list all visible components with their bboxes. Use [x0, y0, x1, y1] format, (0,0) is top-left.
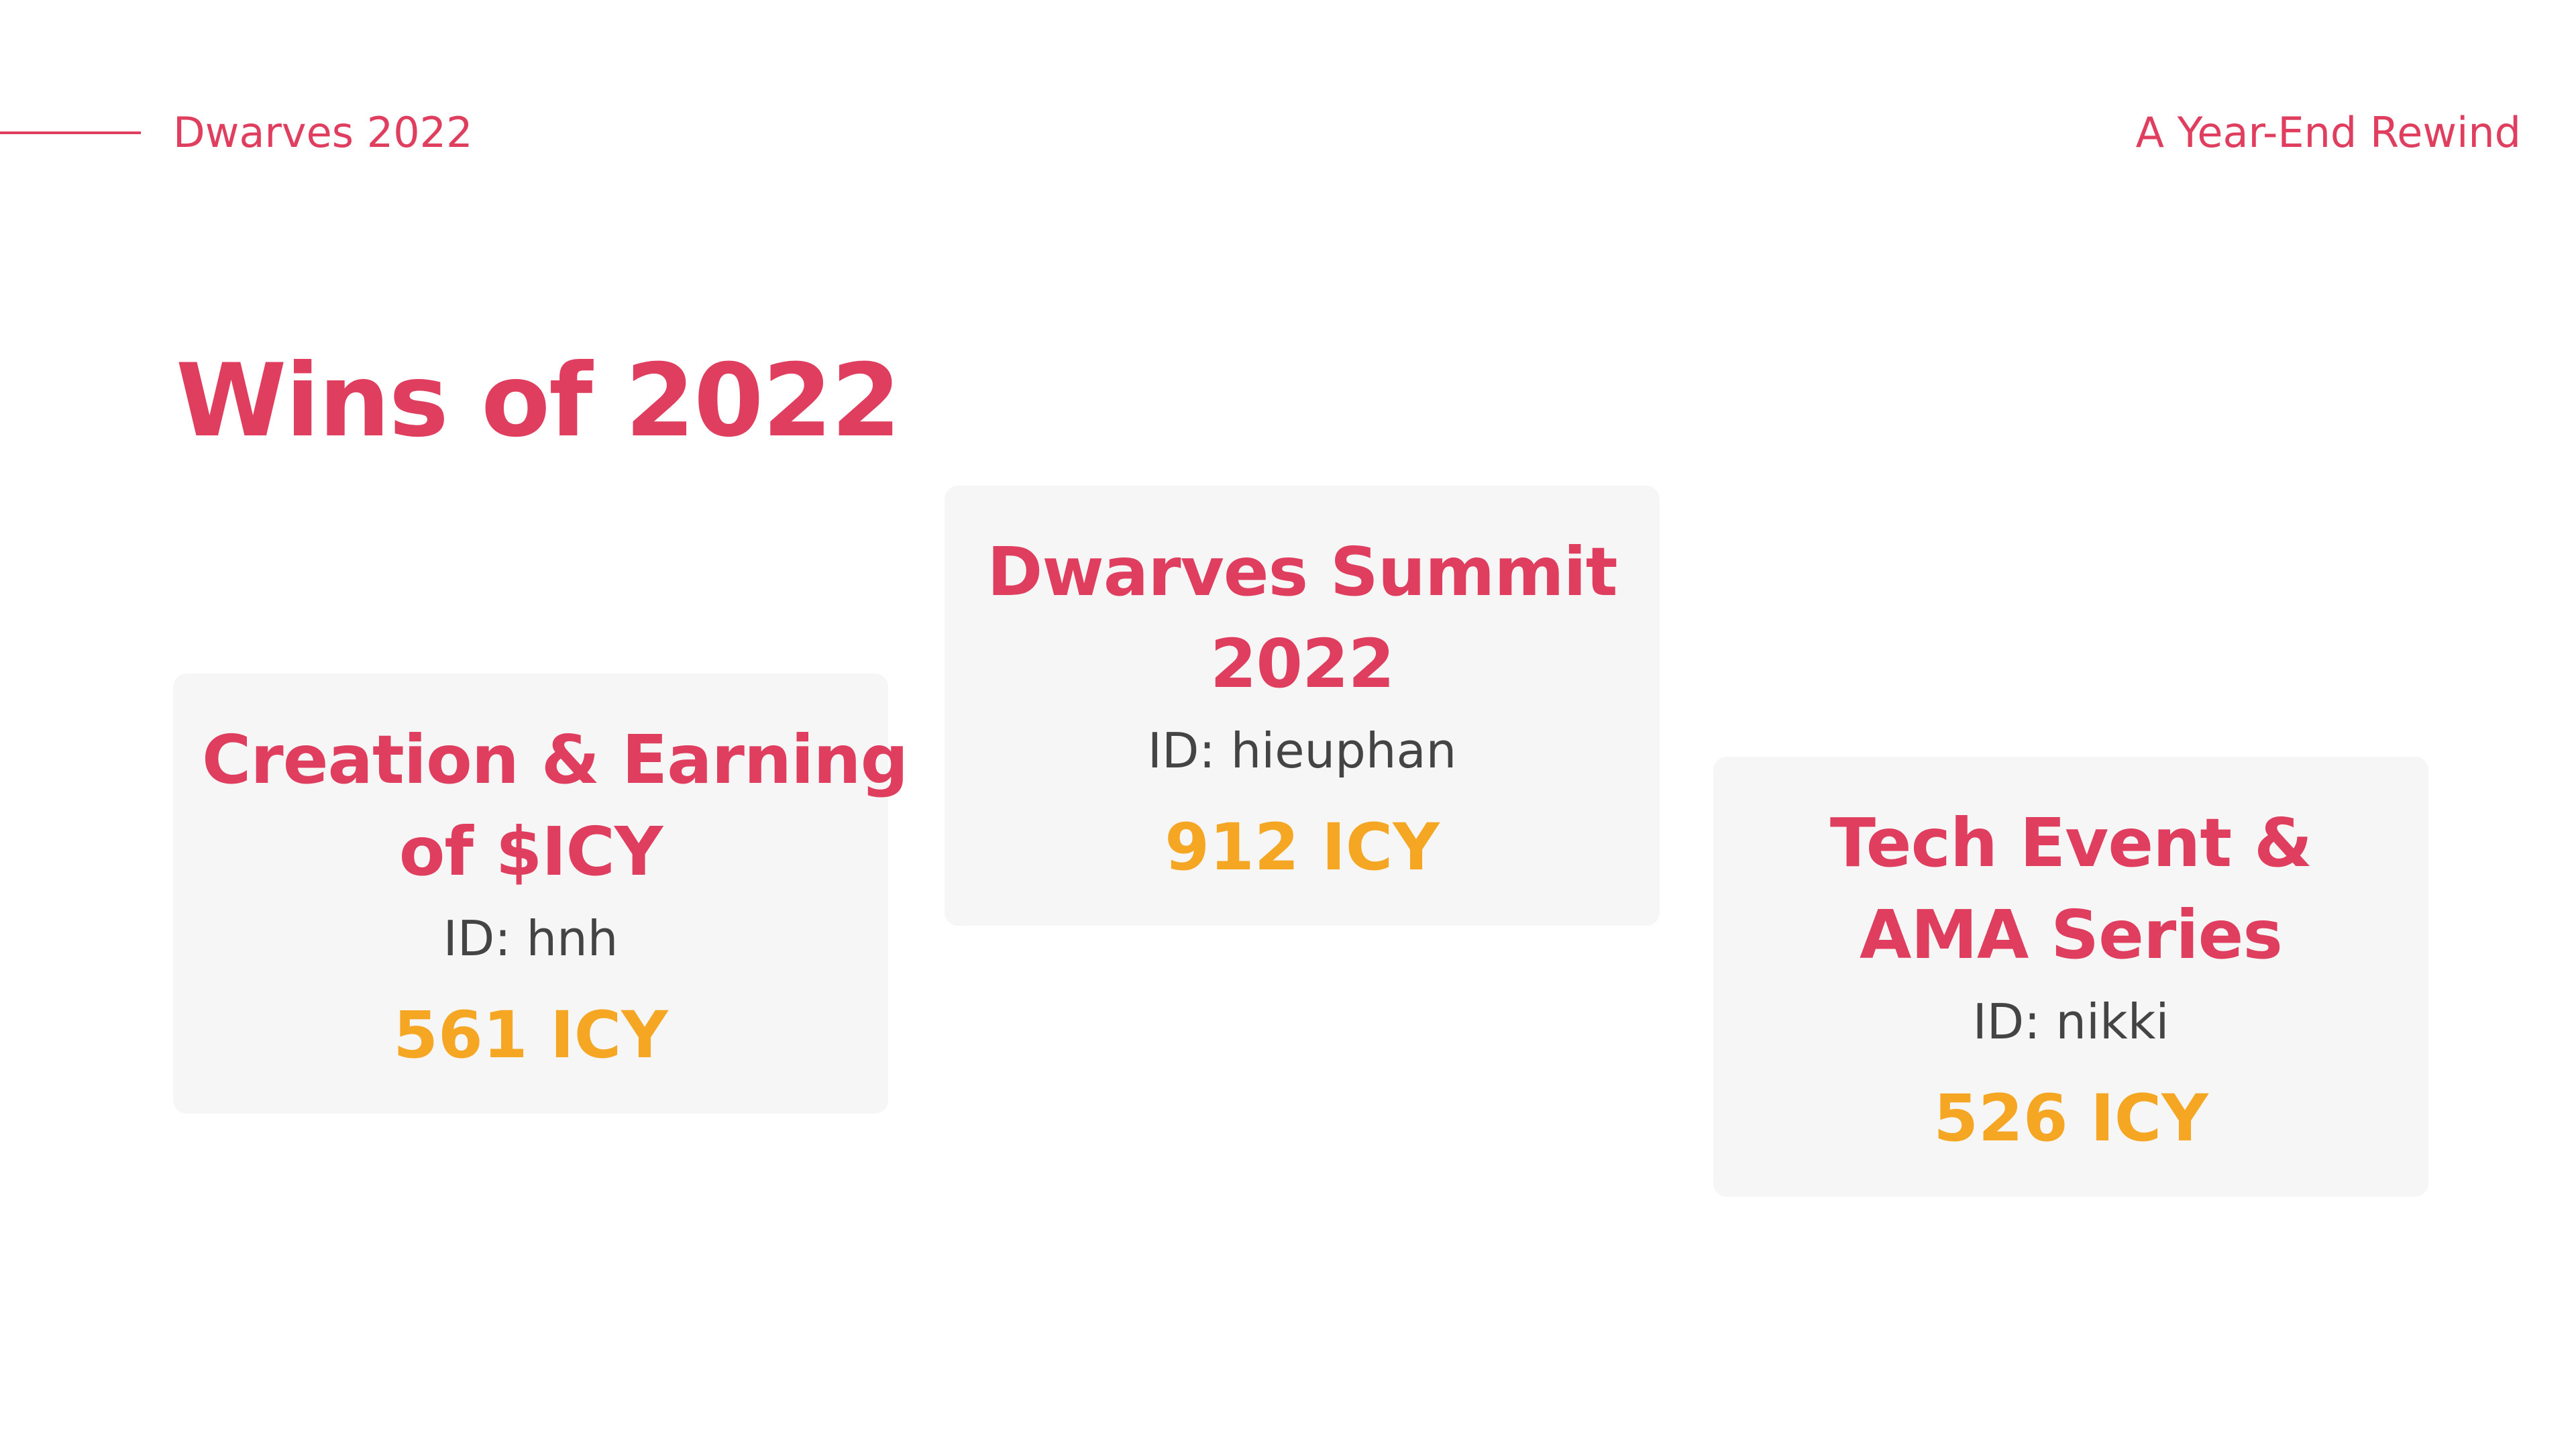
card-title-line: Tech Event &	[1829, 804, 2312, 882]
card-title-line: AMA Series	[1860, 896, 2283, 974]
header-divider-line	[0, 131, 141, 134]
card-title: Tech Event & AMA Series	[1742, 797, 2400, 981]
card-title-line: of $ICY	[398, 812, 663, 891]
header-brand-label: Dwarves 2022	[173, 108, 473, 157]
win-card-tech-event-ama: Tech Event & AMA Series ID: nikki 526 IC…	[1713, 757, 2428, 1197]
card-member-id: ID: hnh	[443, 910, 619, 967]
card-title-line: 2022	[1210, 625, 1395, 703]
card-icy-amount: 912 ICY	[1165, 810, 1440, 885]
card-icy-amount: 561 ICY	[393, 998, 668, 1073]
card-title-line: Creation & Earning	[202, 720, 908, 799]
card-title: Creation & Earning of $ICY	[202, 714, 908, 898]
card-member-id: ID: nikki	[1972, 994, 2169, 1050]
win-card-icy-creation: Creation & Earning of $ICY ID: hnh 561 I…	[173, 674, 908, 1114]
header-subtitle-label: A Year-End Rewind	[2135, 108, 2521, 157]
card-title-line: Dwarves Summit	[987, 533, 1617, 611]
win-card-dwarves-summit: Dwarves Summit 2022 ID: hieuphan 912 ICY	[945, 486, 1660, 926]
card-member-id: ID: hieuphan	[1147, 722, 1457, 779]
card-icy-amount: 526 ICY	[1933, 1081, 2208, 1156]
card-title: Dwarves Summit 2022	[973, 526, 1631, 710]
page-title: Wins of 2022	[176, 343, 901, 460]
